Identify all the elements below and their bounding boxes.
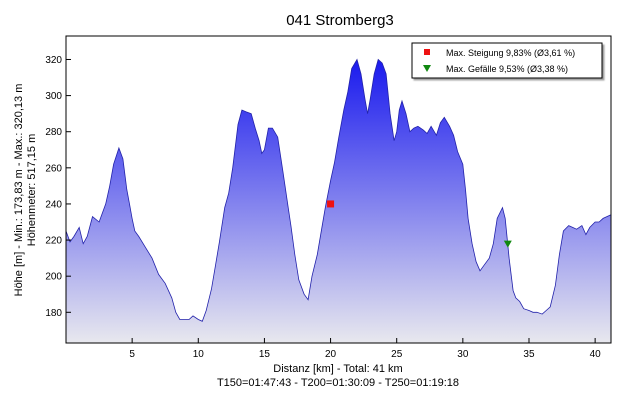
- y-axis-sublabel: Höhenmeter: 517,15 m: [26, 134, 38, 247]
- y-axis-label: Höhe [m] - Min.: 173,83 m - Max.: 320,13…: [13, 84, 25, 297]
- max-descent-marker: [503, 240, 512, 248]
- legend-marker-max-climb: [424, 49, 430, 55]
- elevation-line: [65, 58, 612, 322]
- legend-box: [411, 42, 603, 79]
- x-tick-label: 5: [129, 349, 135, 360]
- legend-marker-max-descent: [423, 65, 431, 72]
- legend: Max. Steigung 9,83% (Ø3,61 %) Max. Gefäl…: [411, 42, 603, 79]
- y-tick-label: 260: [45, 163, 62, 174]
- x-axis-sublabel: T150=01:47:43 - T200=01:30:09 - T250=01:…: [217, 377, 459, 389]
- plot-frame: [65, 35, 612, 344]
- y-axis: 180 200 220 240 260 280 300 320: [45, 55, 71, 319]
- y-tick-label: 200: [45, 272, 62, 283]
- x-tick-label: 25: [391, 349, 403, 360]
- y-tick-label: 220: [45, 236, 62, 247]
- x-axis-label: Distanz [km] - Total: 41 km: [273, 363, 402, 375]
- extreme-markers: [327, 200, 512, 248]
- x-tick-label: 30: [457, 349, 469, 360]
- y-tick-label: 280: [45, 127, 62, 138]
- max-climb-marker: [327, 200, 335, 208]
- x-tick-label: 35: [523, 349, 535, 360]
- x-tick-label: 15: [259, 349, 271, 360]
- y-tick-label: 300: [45, 91, 62, 102]
- legend-label-max-climb: Max. Steigung 9,83% (Ø3,61 %): [446, 48, 575, 58]
- x-tick-label: 20: [325, 349, 337, 360]
- x-axis: 5 10 15 20 25 30 35 40: [129, 338, 601, 360]
- elevation-area: [66, 59, 611, 343]
- y-tick-label: 180: [45, 308, 62, 319]
- y-tick-label: 320: [45, 55, 62, 66]
- legend-label-max-descent: Max. Gefälle 9,53% (Ø3,38 %): [446, 64, 568, 74]
- x-tick-label: 40: [590, 349, 602, 360]
- x-tick-label: 10: [193, 349, 205, 360]
- chart-title: 041 Stromberg3: [286, 12, 394, 29]
- y-tick-label: 240: [45, 199, 62, 210]
